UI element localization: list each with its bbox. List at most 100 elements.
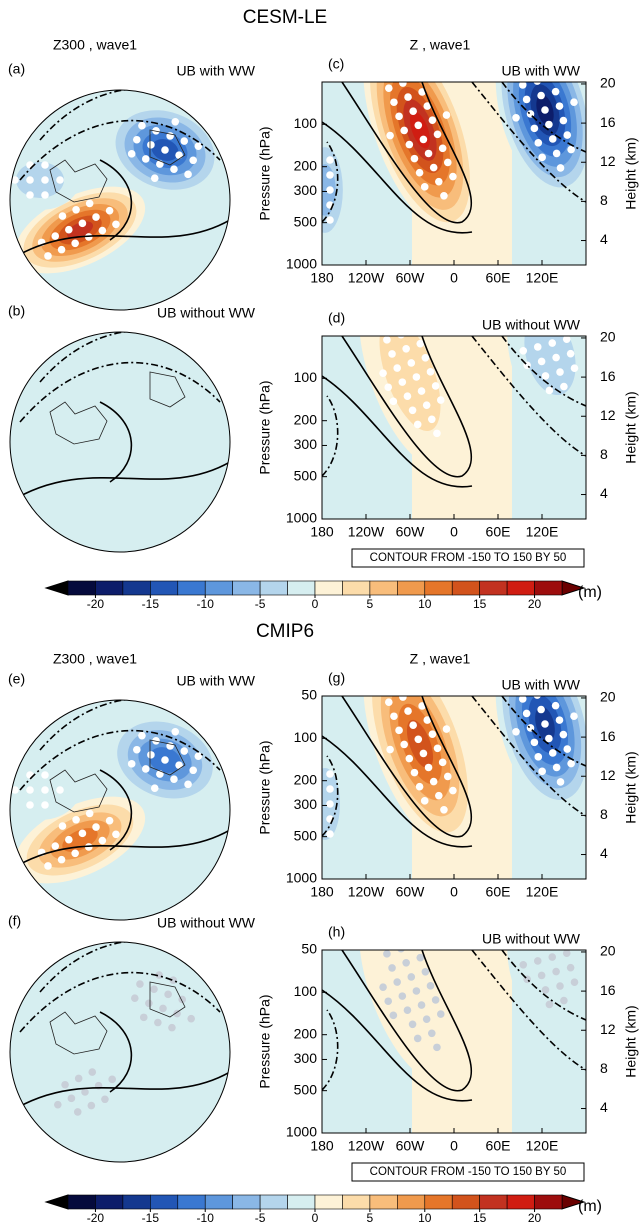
stipple — [438, 144, 447, 153]
map-border — [9, 89, 231, 311]
panel-label: (a) — [8, 61, 25, 77]
stipple — [417, 387, 426, 395]
colorbar-unit: (m) — [578, 1198, 602, 1215]
cross-section — [322, 326, 586, 519]
colorbar-tick-label: 0 — [312, 1211, 319, 1223]
contour-fill — [359, 950, 461, 1083]
x-tick-label: 60W — [396, 1138, 426, 1154]
stipple — [156, 770, 164, 778]
colorbar-box — [122, 1194, 151, 1210]
contour-line — [19, 729, 221, 791]
contour-line — [501, 336, 586, 407]
stipple — [423, 102, 432, 110]
stipple — [164, 990, 172, 999]
x-tick-label: 60E — [486, 524, 511, 540]
y-tick-label: 100 — [294, 983, 318, 999]
panel-title: UB with WW — [176, 673, 255, 689]
map-header: Z300 , wave1 — [53, 651, 137, 667]
map-border — [9, 331, 231, 553]
stipple — [560, 382, 568, 391]
contour-line — [322, 735, 473, 848]
stipple — [398, 992, 407, 1000]
stipple — [416, 339, 425, 348]
coastline — [49, 981, 186, 1055]
stipple — [427, 1029, 436, 1038]
stipple — [545, 120, 553, 129]
colorbar-tick-label: 20 — [528, 597, 542, 611]
stipple — [311, 201, 319, 209]
stipple — [556, 982, 564, 990]
stipple — [395, 112, 403, 121]
contour-line — [322, 1009, 339, 1091]
stipple — [526, 48, 534, 56]
stipple — [563, 745, 572, 753]
stipple — [326, 770, 334, 778]
stipple — [171, 728, 180, 736]
stipple — [556, 368, 564, 376]
panel-label: (c) — [328, 56, 344, 72]
stipple — [11, 786, 19, 794]
x-tick-label: 0 — [450, 270, 458, 286]
stipple — [389, 397, 398, 406]
stipple — [422, 1015, 431, 1023]
stipple — [159, 1004, 167, 1013]
contour-fill — [507, 950, 586, 1037]
y-tick-label: 300 — [294, 182, 318, 198]
x-tick-label: 180 — [310, 270, 334, 286]
stipple — [173, 1009, 181, 1018]
colorbar-tick-label: 15 — [473, 1211, 487, 1223]
stipple — [87, 1101, 96, 1110]
stipple — [428, 116, 437, 124]
colorbar-box — [342, 1194, 371, 1210]
x-tick-label: 120E — [526, 884, 559, 900]
colorbar-box — [67, 580, 96, 596]
stipple — [154, 1018, 162, 1027]
stipple — [194, 752, 203, 760]
panel-label: (f) — [8, 913, 21, 929]
colorbar-box — [150, 580, 179, 596]
panel-title: UB without WW — [157, 305, 256, 321]
cross-section — [322, 696, 586, 879]
stipple — [552, 967, 560, 976]
stipple — [402, 344, 410, 353]
colorbar-box — [259, 1194, 288, 1210]
contour-line — [341, 336, 473, 478]
stipple — [326, 830, 334, 838]
panel-label: (d) — [328, 310, 345, 326]
stipple — [184, 780, 192, 789]
note-box — [351, 1162, 585, 1182]
map — [10, 700, 230, 920]
stipple — [41, 786, 49, 794]
stipple — [411, 326, 419, 334]
panel-label: (h) — [328, 924, 345, 940]
stipple — [379, 983, 387, 991]
stipple — [548, 749, 557, 757]
stipple — [152, 736, 160, 745]
stipple — [442, 111, 451, 119]
stipple — [413, 1034, 422, 1043]
stipple — [65, 225, 73, 234]
stipple — [41, 771, 49, 779]
stipple — [552, 149, 561, 158]
stipple — [427, 415, 436, 424]
y-tick-label: 500 — [294, 467, 318, 483]
coastline — [49, 739, 186, 813]
colorbar-box — [506, 580, 535, 596]
stipple — [419, 749, 428, 758]
colorbar-box — [534, 1194, 563, 1210]
contour-line — [322, 141, 339, 223]
stipple — [394, 65, 402, 73]
stipple — [530, 124, 539, 133]
note-box — [351, 548, 585, 568]
stipple — [57, 855, 66, 864]
stipple — [383, 950, 391, 958]
stipple — [440, 191, 448, 200]
stipple — [412, 987, 421, 995]
contour-line — [341, 82, 473, 224]
stipple — [72, 815, 80, 824]
stipple — [512, 727, 520, 736]
colorbar-box — [67, 1194, 96, 1210]
stipple — [421, 967, 430, 976]
stipple — [412, 373, 421, 381]
